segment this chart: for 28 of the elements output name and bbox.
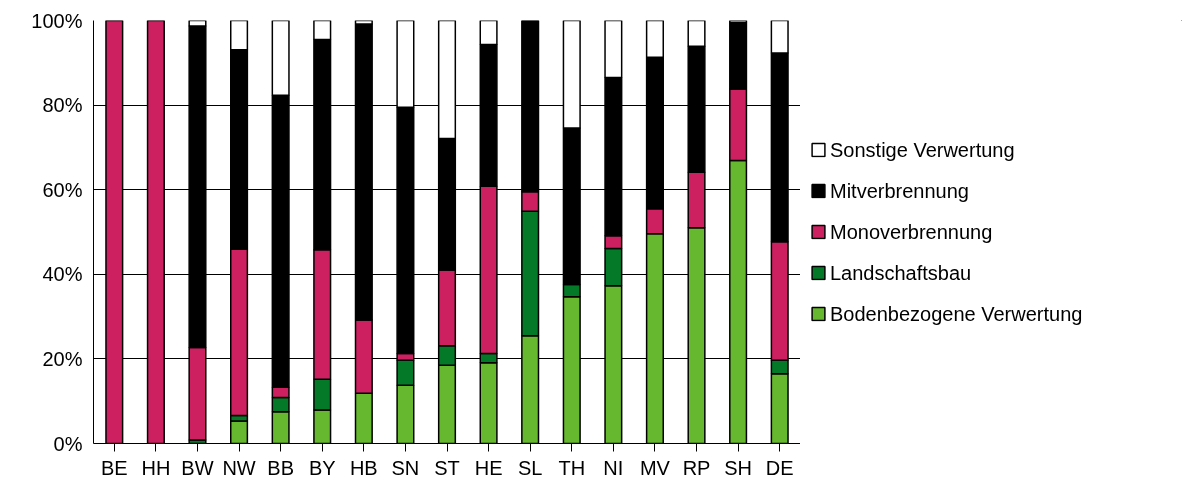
y-tick-label: 100% [31, 9, 83, 32]
x-tick-label: HE [474, 456, 503, 479]
y-tick-label: 60% [42, 178, 83, 201]
x-tick-label: HB [349, 456, 378, 479]
legend-label: Monoverbrennung [830, 220, 993, 243]
x-tick-label: TH [558, 456, 586, 479]
legend-label: Sonstige Verwertung [830, 138, 1015, 161]
y-tick-label: 40% [42, 263, 83, 286]
x-tick-label: SH [724, 456, 753, 479]
x-tick-label: HH [141, 456, 171, 479]
x-tick-label: SN [391, 456, 420, 479]
x-tick-label: BE [100, 456, 128, 479]
x-tick-label: RP [682, 456, 711, 479]
x-tick-label: BW [181, 456, 214, 479]
y-tick-label: 0% [53, 432, 83, 455]
x-tick-label: ST [434, 456, 460, 479]
y-tick-label: 80% [42, 94, 83, 117]
x-tick-label: DE [765, 456, 794, 479]
x-tick-label: NI [603, 456, 624, 479]
x-tick-label: SL [517, 456, 543, 479]
legend-label: Bodenbezogene Verwertung [830, 302, 1083, 325]
x-tick-label: MV [639, 456, 671, 479]
x-tick-label: BY [308, 456, 336, 479]
x-tick-label: NW [222, 456, 256, 479]
legend-label: Mitverbrennung [830, 179, 969, 202]
legend-label: Landschaftsbau [830, 261, 972, 284]
y-tick-label: 20% [42, 347, 83, 370]
x-tick-label: BB [267, 456, 294, 479]
